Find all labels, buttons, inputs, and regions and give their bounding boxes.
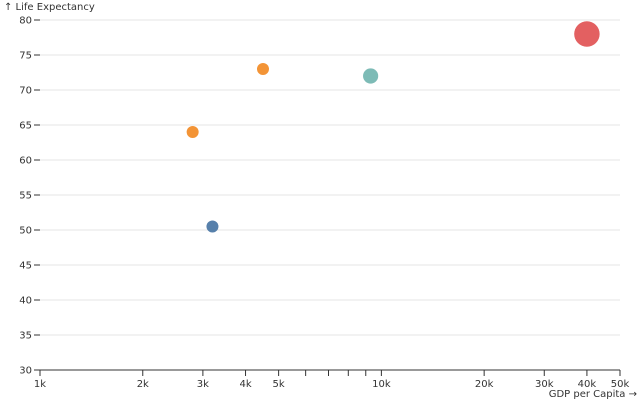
y-tick-label: 35 [19,331,32,342]
y-tick-label: 30 [19,366,32,377]
x-tick-label: 20k [475,379,494,390]
data-point [206,220,219,233]
y-tick-label: 70 [19,86,32,97]
data-point [186,126,199,138]
data-point [256,63,269,75]
y-axis-title: ↑ Life Expectancy [4,2,95,13]
y-tick-label: 45 [19,261,32,272]
data-point [574,21,600,47]
y-tick-label: 55 [19,191,32,202]
y-axis: 30 35 40 45 50 55 60 65 70 75 80 [19,16,40,377]
y-tick-label: 75 [19,51,32,62]
y-tick-label: 65 [19,121,32,132]
x-tick-label: 2k [137,379,149,390]
y-tick-label: 50 [19,226,32,237]
data-points [186,21,600,233]
x-tick-label: 10k [372,379,391,390]
x-tick-label: 3k [197,379,209,390]
x-tick-label: 1k [34,379,46,390]
x-tick-label: 5k [273,379,285,390]
x-tick-label: 50k [611,379,630,390]
x-tick-label: 30k [535,379,554,390]
x-tick-label: 4k [239,379,251,390]
x-tick-label: 40k [578,379,597,390]
gridlines [40,19,620,371]
data-point [363,68,379,84]
y-tick-label: 60 [19,156,32,167]
y-tick-label: 40 [19,296,32,307]
x-axis: 1k 2k 3k 4k 5k 10k 20k 30k 40k 50k [34,369,630,390]
x-axis-title: GDP per Capita → [549,389,637,400]
y-tick-label: 80 [19,16,32,27]
